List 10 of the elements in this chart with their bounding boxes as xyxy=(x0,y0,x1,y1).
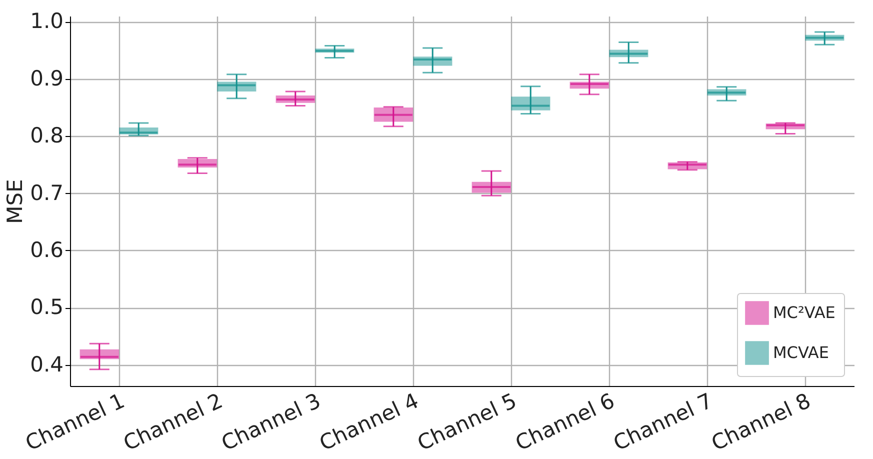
legend-label: MC²VAE xyxy=(773,303,836,322)
y-tick-label: 0.8 xyxy=(30,124,64,148)
y-tick-label: 1.0 xyxy=(30,9,64,34)
legend-label: MCVAE xyxy=(773,343,829,362)
y-axis-title: MSE xyxy=(3,179,28,224)
y-tick-label: 0.6 xyxy=(30,238,64,262)
y-tick-label: 0.9 xyxy=(30,66,64,90)
y-tick-label: 0.5 xyxy=(30,295,64,320)
y-tick-label: 0.4 xyxy=(30,352,64,376)
y-tick-label: 0.7 xyxy=(30,180,64,205)
